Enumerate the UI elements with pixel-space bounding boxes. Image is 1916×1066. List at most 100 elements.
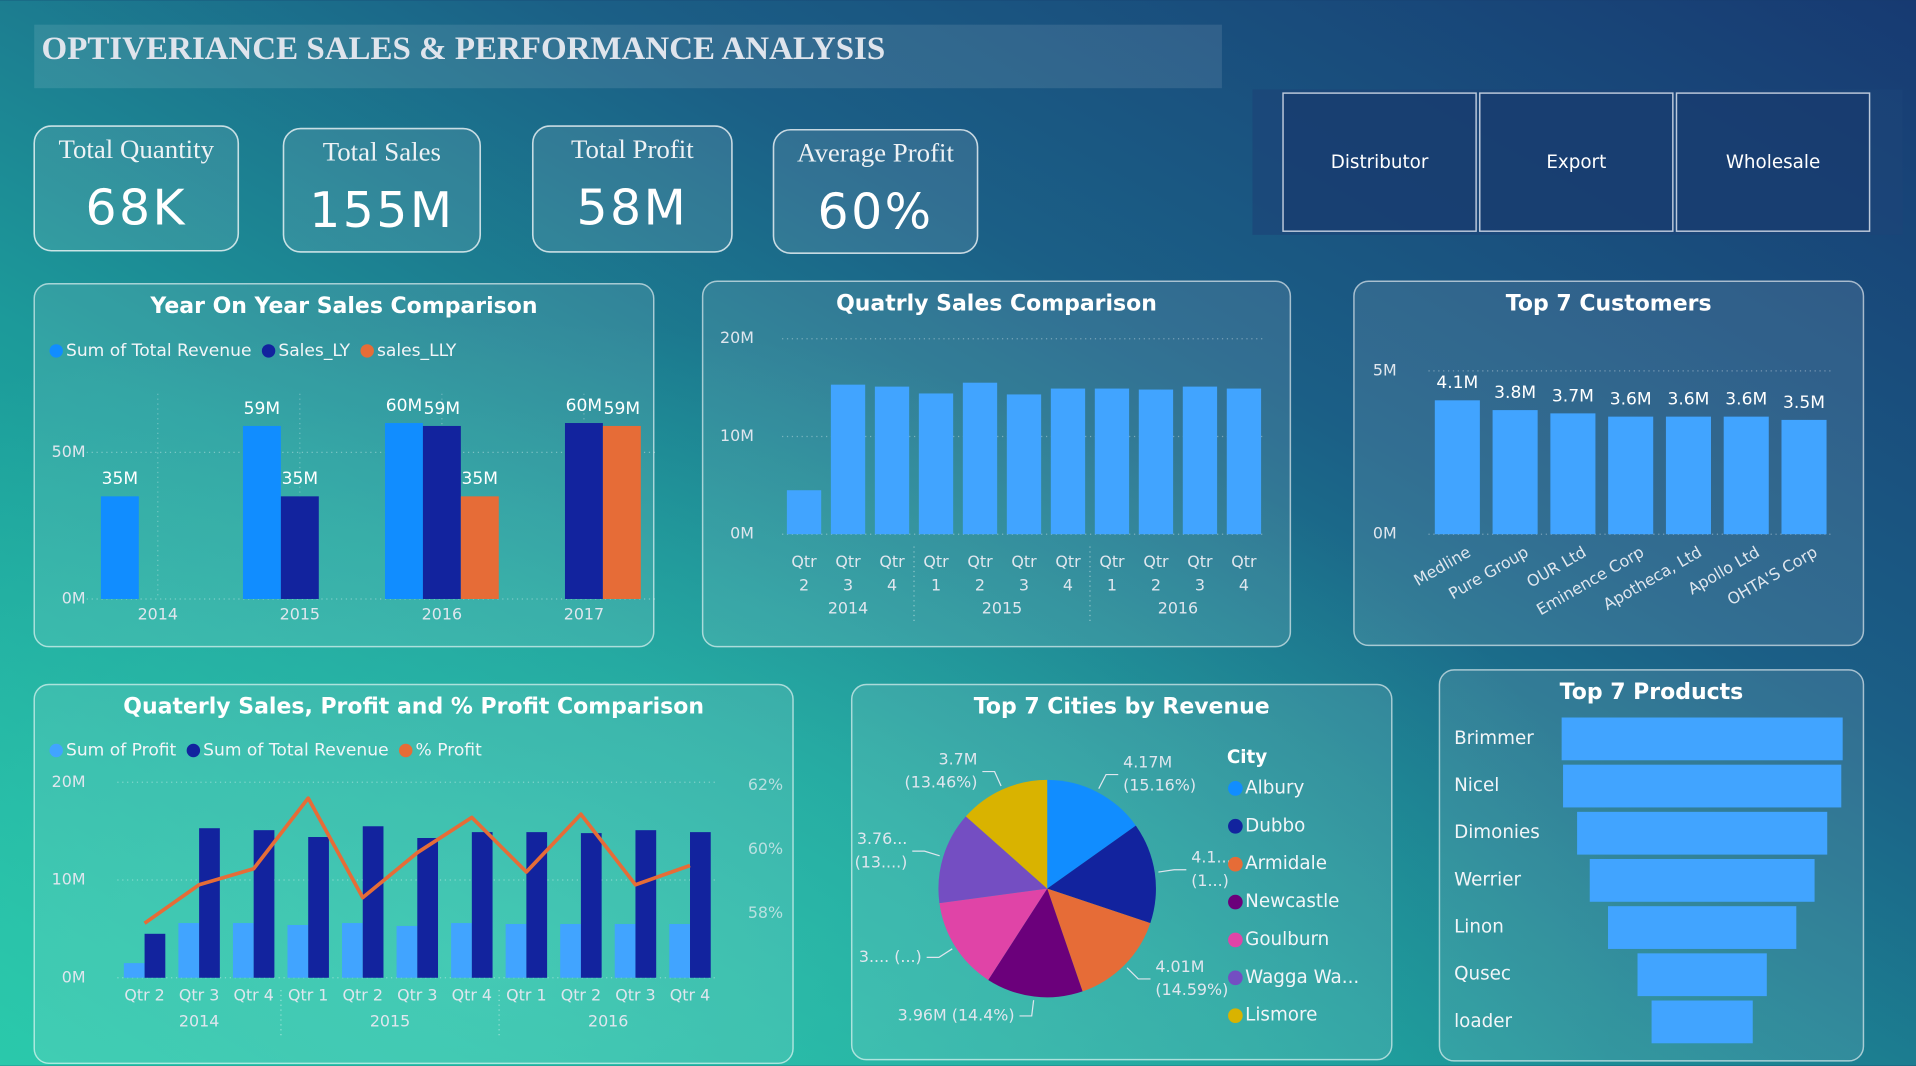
slicer-button-label[interactable]: Distributor bbox=[1331, 152, 1429, 173]
x-tick-label: Qtr 1 bbox=[288, 986, 328, 1005]
legend-marker bbox=[49, 743, 63, 758]
value-label: 35M bbox=[282, 469, 319, 489]
kpi-card bbox=[772, 128, 979, 254]
value-label: 3.7M bbox=[1552, 386, 1594, 406]
legend-label: Sum of Total Revenue bbox=[203, 741, 388, 761]
y-tick-label: 0M bbox=[62, 967, 86, 986]
value-label: 3.6M bbox=[1667, 390, 1709, 410]
data-label: 4.01M bbox=[1155, 957, 1204, 976]
category-label: Dimonies bbox=[1454, 822, 1540, 843]
kpi-card bbox=[282, 127, 482, 253]
data-label: (14.59%) bbox=[1155, 980, 1228, 999]
slicer-button[interactable] bbox=[1479, 92, 1674, 232]
x-tick-label: Qtr 3 bbox=[1187, 553, 1213, 596]
bar bbox=[635, 830, 657, 978]
y-tick-label: 10M bbox=[52, 870, 86, 889]
bar bbox=[560, 924, 581, 978]
line bbox=[143, 796, 691, 925]
bar bbox=[1781, 419, 1827, 535]
bar bbox=[669, 924, 691, 978]
y-tick-label: 5M bbox=[1373, 360, 1397, 379]
slicer-button[interactable] bbox=[1675, 92, 1871, 232]
legend-marker bbox=[1228, 781, 1243, 796]
x-tick-label: Qtr 2 bbox=[343, 986, 383, 1005]
bar bbox=[874, 386, 910, 535]
slicer-button-label[interactable]: Wholesale bbox=[1726, 152, 1820, 173]
bar bbox=[123, 963, 145, 978]
pie-slice bbox=[1047, 825, 1156, 924]
bar bbox=[1094, 388, 1130, 535]
bar bbox=[417, 837, 439, 978]
bar bbox=[830, 384, 866, 535]
legend-label: Dubbo bbox=[1245, 815, 1305, 836]
bar bbox=[602, 425, 641, 599]
bar bbox=[1665, 416, 1711, 535]
value-label: 3.6M bbox=[1610, 390, 1652, 410]
x-tick-label: Qtr 3 bbox=[835, 553, 861, 596]
y-tick-label: 0M bbox=[62, 588, 86, 607]
bar bbox=[384, 423, 423, 599]
bar bbox=[308, 837, 329, 978]
kpi-value: 58M bbox=[577, 180, 689, 237]
kpi-card bbox=[531, 125, 733, 253]
x-tick-label: Qtr 4 bbox=[879, 553, 905, 596]
value-label: 3.6M bbox=[1725, 390, 1767, 410]
legend-marker bbox=[1228, 932, 1243, 948]
x-tick-label: Qtr 1 bbox=[923, 554, 948, 596]
bar bbox=[199, 828, 220, 978]
bar bbox=[471, 832, 493, 978]
y-tick-label: 0M bbox=[1373, 524, 1397, 543]
value-label: 35M bbox=[102, 469, 139, 489]
data-label: 4.1... bbox=[1191, 848, 1231, 867]
bar bbox=[287, 924, 309, 978]
pie-slice bbox=[988, 888, 1083, 998]
legend-label: % Profit bbox=[416, 741, 483, 761]
y-tick-label: 10M bbox=[720, 426, 754, 445]
x-tick-label: Qtr 2 bbox=[1143, 554, 1168, 596]
value-label: 59M bbox=[424, 399, 461, 419]
legend-marker bbox=[1228, 1008, 1243, 1023]
chart-title: Quaterly Sales, Profit and % Profit Comp… bbox=[123, 695, 704, 720]
value-label: 4.1M bbox=[1436, 373, 1478, 393]
leader-line bbox=[1158, 869, 1187, 873]
x-tick-label: Qtr 4 bbox=[1055, 553, 1081, 596]
x-group-label: 2015 bbox=[370, 1011, 410, 1030]
x-tick-label: Qtr 4 bbox=[452, 986, 492, 1005]
slicer-button-label[interactable]: Export bbox=[1546, 152, 1606, 173]
legend-marker bbox=[1228, 856, 1243, 872]
legend-label: Wagga Wa... bbox=[1245, 967, 1359, 988]
legend-label: Albury bbox=[1245, 777, 1304, 798]
x-tick-label: Qtr 3 bbox=[1187, 553, 1213, 596]
x-tick-label: Qtr 4 bbox=[1231, 554, 1256, 596]
funnel-bar bbox=[1577, 811, 1828, 855]
x-tick-label: Qtr 2 bbox=[561, 986, 601, 1005]
data-label: 3.76... bbox=[857, 829, 908, 848]
bar bbox=[100, 496, 139, 599]
category-label: Werrier bbox=[1454, 869, 1521, 890]
bar bbox=[242, 425, 281, 599]
x-tick-label: Qtr 3 bbox=[1011, 553, 1037, 596]
bar bbox=[505, 924, 527, 978]
bar bbox=[564, 423, 603, 599]
legend-label: Newcastle bbox=[1245, 891, 1339, 912]
legend-marker bbox=[261, 344, 276, 358]
kpi-value: 68K bbox=[85, 180, 187, 237]
data-label: (15.16%) bbox=[1123, 776, 1196, 795]
pie-slice bbox=[1047, 779, 1136, 889]
category-label: Nicel bbox=[1454, 775, 1499, 796]
bar bbox=[1492, 410, 1538, 535]
legend-marker bbox=[1228, 894, 1243, 910]
value-label: 60M bbox=[386, 396, 423, 416]
funnel-bar bbox=[1563, 764, 1842, 808]
bar bbox=[422, 425, 461, 599]
category-label: Qusec bbox=[1454, 964, 1511, 985]
value-label: 60M bbox=[566, 396, 603, 416]
leader-line bbox=[926, 948, 953, 958]
x-tick-label: 2017 bbox=[564, 604, 604, 623]
leader-line bbox=[1019, 1000, 1035, 1017]
slicer-button[interactable] bbox=[1282, 92, 1477, 232]
y-tick-label: 20M bbox=[720, 328, 754, 347]
value-label: 59M bbox=[244, 399, 280, 419]
y2-tick-label: 62% bbox=[748, 775, 783, 794]
